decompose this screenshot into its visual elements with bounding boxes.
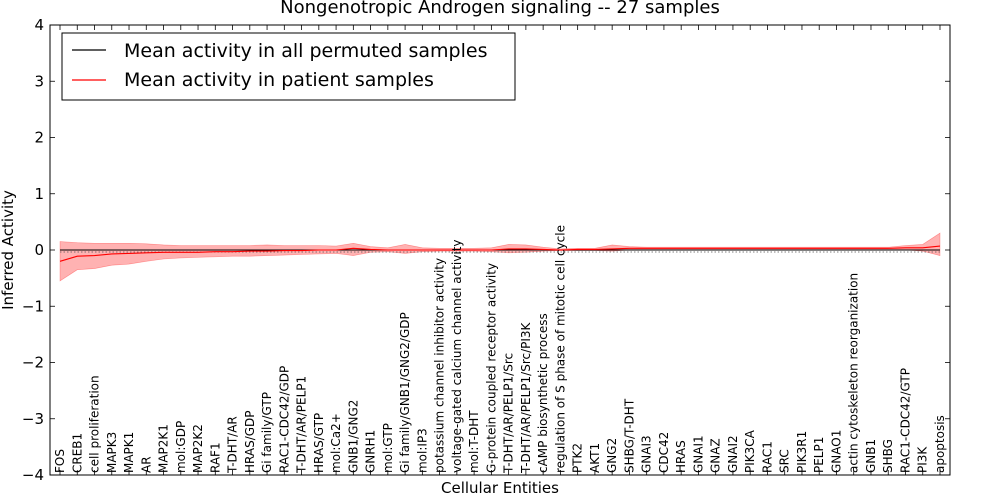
x-tick-label: G-protein coupled receptor activity xyxy=(484,263,498,473)
legend-label-permuted: Mean activity in all permuted samples xyxy=(124,40,487,62)
y-tick-label: −4 xyxy=(22,466,44,484)
x-tick-label: RAC1-CDC42/GTP xyxy=(898,368,912,473)
x-tick-label: potassium channel inhibitor activity xyxy=(433,258,447,473)
x-tick-label: SHBG/T-DHT xyxy=(622,398,636,473)
x-tick-label: voltage-gated calcium channel activity xyxy=(450,239,464,473)
plot-area xyxy=(59,25,941,475)
y-tick-label: −1 xyxy=(22,297,44,315)
x-tick-label: MAP2K2 xyxy=(191,424,205,473)
x-tick-label: CREB1 xyxy=(70,433,84,473)
x-axis-label: Cellular Entities xyxy=(441,479,559,497)
x-tick-label: MAPK1 xyxy=(122,432,136,473)
x-tick-label: GNAI3 xyxy=(640,435,654,473)
x-tick-label: SHBG xyxy=(881,439,895,473)
x-tick-label: PI3K xyxy=(916,446,930,473)
x-tick-label: PTK2 xyxy=(571,443,585,473)
x-tick-label: AR xyxy=(139,456,153,473)
x-tick-label: actin cytoskeleton reorganization xyxy=(847,273,861,473)
y-axis-ticks: −4 −3 −2 −1 0 1 2 3 4 xyxy=(22,16,950,484)
x-tick-label: Gi family/GNB1/GNG2/GDP xyxy=(398,312,412,473)
x-tick-label: MAPK3 xyxy=(105,432,119,473)
legend: Mean activity in all permuted samples Me… xyxy=(61,32,516,101)
x-tick-label: cAMP biosynthetic process xyxy=(536,313,550,473)
x-tick-label: SRC xyxy=(778,449,792,473)
plot-frame xyxy=(49,24,951,476)
x-tick-label: mol:Ca2+ xyxy=(329,413,343,473)
x-tick-label: GNG2 xyxy=(605,438,619,473)
legend-label-patient: Mean activity in patient samples xyxy=(124,69,434,91)
x-tick-label: regulation of S phase of mitotic cell cy… xyxy=(553,225,567,473)
x-tick-label: mol:GDP xyxy=(174,421,188,473)
y-tick-label: −2 xyxy=(22,354,44,372)
x-tick-label: T-DHT/AR/PELP1/Src xyxy=(502,353,516,474)
x-tick-label: PIK3CA xyxy=(743,429,757,473)
x-tick-label: GNAI1 xyxy=(691,435,705,473)
x-tick-label: PELP1 xyxy=(812,437,826,473)
x-tick-label: RAC1 xyxy=(760,441,774,473)
x-tick-label: apoptosis xyxy=(933,415,947,473)
x-tick-label: mol:GTP xyxy=(381,423,395,473)
legend-box xyxy=(61,32,516,101)
x-tick-label: GNAO1 xyxy=(829,430,843,473)
x-tick-label: cell proliferation xyxy=(88,375,102,473)
x-tick-label: T-DHT/AR xyxy=(226,416,240,474)
x-tick-label: T-DHT/AR/PELP1 xyxy=(295,376,309,474)
x-tick-label: GNB1 xyxy=(864,439,878,473)
y-tick-label: −3 xyxy=(22,410,44,428)
x-tick-label: RAF1 xyxy=(208,442,222,473)
x-tick-label: GNAZ xyxy=(709,438,723,473)
y-tick-label: 0 xyxy=(34,241,44,259)
y-tick-label: 1 xyxy=(34,185,44,203)
x-tick-label: HRAS xyxy=(674,440,688,473)
x-tick-label: mol:IP3 xyxy=(415,428,429,473)
x-tick-labels: FOS CREB1 cell proliferation MAPK3 MAPK1 AR MA… xyxy=(53,225,947,474)
y-tick-label: 4 xyxy=(34,16,44,34)
x-tick-label: CDC42 xyxy=(657,432,671,473)
x-tick-label: RAC1-CDC42/GDP xyxy=(277,366,291,473)
patient-mean-line xyxy=(59,245,941,262)
y-axis-label: Inferred Activity xyxy=(0,190,17,310)
x-tick-label: AKT1 xyxy=(588,443,602,473)
x-tick-label: Gi family/GTP xyxy=(260,392,274,473)
x-tick-label: MAP2K1 xyxy=(157,424,171,473)
x-tick-label: HRAS/GTP xyxy=(312,413,326,473)
y-tick-label: 2 xyxy=(34,129,44,147)
x-tick-label: mol:T-DHT xyxy=(467,410,481,473)
x-tick-label: HRAS/GDP xyxy=(243,410,257,473)
y-tick-label: 3 xyxy=(34,72,44,90)
x-tick-label: PIK3R1 xyxy=(795,431,809,473)
x-tick-label: GNAI2 xyxy=(726,435,740,473)
x-tick-label: GNRH1 xyxy=(364,430,378,473)
patient-activity-band xyxy=(59,232,941,282)
x-tick-label: FOS xyxy=(53,449,67,473)
chart-title: Nongenotropic Androgen signaling -- 27 s… xyxy=(280,0,720,18)
x-tick-label: GNB1/GNG2 xyxy=(346,400,360,473)
x-tick-label: T-DHT/AR/PELP1/Src/PI3K xyxy=(519,321,533,474)
